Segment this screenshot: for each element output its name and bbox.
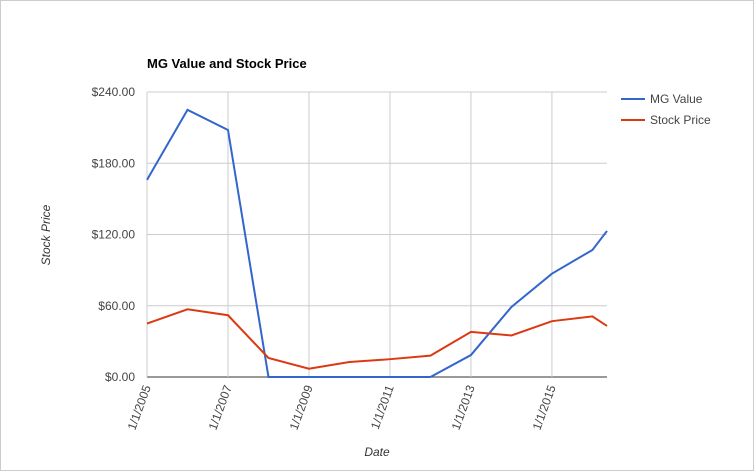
y-axis-title: Stock Price [39,204,53,265]
y-tick-label: $120.00 [92,228,136,242]
series-line [146,108,608,378]
y-tick-label: $60.00 [98,299,135,313]
series-line [146,308,608,370]
legend-label: Stock Price [650,113,711,127]
chart-title: MG Value and Stock Price [147,56,307,71]
y-tick-label: $180.00 [92,156,136,170]
y-tick-label: $0.00 [105,370,135,384]
legend-label: MG Value [650,92,703,106]
x-axis-title: Date [364,445,390,459]
y-tick-label: $240.00 [92,85,136,99]
